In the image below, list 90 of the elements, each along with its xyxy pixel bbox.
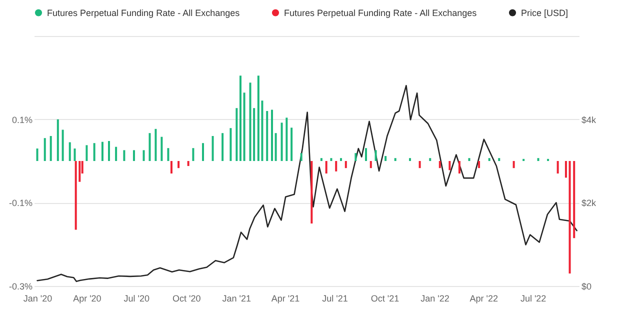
- x-tick-label: Jul '20: [124, 294, 150, 304]
- bar: [74, 161, 77, 230]
- bar: [418, 161, 421, 168]
- bar: [101, 142, 104, 161]
- y2-tick-label: $0: [582, 282, 592, 292]
- bar: [300, 153, 302, 161]
- bar: [154, 128, 157, 161]
- bar: [310, 161, 313, 224]
- bar: [142, 150, 145, 161]
- bar: [115, 146, 118, 161]
- bar: [374, 150, 377, 161]
- legend-label: Futures Perpetual Funding Rate - All Exchanges: [284, 8, 478, 18]
- y2-tick-label: $2k: [582, 198, 597, 208]
- bar: [93, 143, 96, 161]
- bar: [448, 161, 451, 170]
- x-tick-label: Apr '21: [271, 294, 300, 304]
- bar: [280, 122, 283, 161]
- bar: [325, 161, 328, 174]
- bar: [249, 82, 252, 161]
- bar: [148, 133, 151, 161]
- bar: [192, 148, 194, 161]
- bar: [202, 143, 204, 161]
- x-tick-label: Apr '20: [73, 294, 102, 304]
- bar: [108, 141, 110, 161]
- bar: [512, 161, 515, 168]
- bar: [344, 161, 347, 168]
- x-tick-label: Oct '21: [370, 294, 400, 304]
- bar: [167, 148, 170, 161]
- bar: [384, 156, 387, 161]
- bar: [458, 161, 460, 174]
- bar: [86, 145, 88, 161]
- legend-label: Futures Perpetual Funding Rate - All Exchanges: [47, 8, 240, 18]
- bar: [488, 158, 490, 161]
- x-tick-label: Oct '20: [172, 294, 201, 304]
- bar: [230, 128, 232, 161]
- bar: [212, 136, 214, 161]
- x-tick-label: Jul '21: [322, 294, 348, 304]
- x-tick-label: Jan '21: [222, 294, 252, 304]
- x-tick-label: Jul '22: [520, 294, 546, 304]
- bar: [236, 108, 238, 161]
- bar: [330, 158, 332, 161]
- legend-label: Price [USD]: [521, 8, 568, 18]
- bar: [36, 148, 38, 161]
- bar: [222, 133, 224, 161]
- bar: [568, 161, 571, 274]
- bar: [50, 136, 52, 161]
- bar: [44, 138, 46, 161]
- bar: [56, 119, 59, 161]
- bar: [68, 142, 71, 161]
- y2-tick-label: $4k: [582, 114, 597, 125]
- bar: [468, 158, 470, 161]
- y-tick-label: -0.3%: [8, 282, 32, 292]
- line-series: [36, 84, 578, 282]
- bar: [286, 118, 288, 161]
- bar: [409, 158, 412, 161]
- y-tick-label: -0.1%: [8, 198, 32, 208]
- bar: [564, 161, 567, 178]
- bar: [354, 153, 357, 161]
- bar: [178, 161, 180, 168]
- bar: [365, 148, 367, 161]
- bar: [340, 158, 342, 161]
- bar: [170, 161, 172, 174]
- bar: [320, 158, 322, 161]
- bar: [160, 136, 163, 161]
- bar: [74, 148, 76, 161]
- bar: [123, 150, 126, 161]
- x-tick-label: Jan '20: [23, 294, 52, 304]
- bar: [243, 92, 246, 161]
- bar: [498, 158, 500, 161]
- bar: [266, 111, 268, 161]
- bar: [239, 76, 242, 161]
- bar: [290, 128, 293, 161]
- bar: [270, 110, 273, 161]
- bar: [556, 161, 559, 174]
- bar: [573, 161, 576, 238]
- y-tick-label: 0.1%: [12, 114, 32, 125]
- bar: [257, 76, 260, 161]
- bar: [394, 158, 396, 161]
- bar: [187, 161, 190, 166]
- bar: [438, 161, 441, 168]
- bar: [274, 133, 277, 161]
- x-tick-label: Apr '22: [470, 294, 498, 304]
- bar: [62, 130, 64, 161]
- bar: [132, 150, 135, 161]
- x-tick-label: Jan '22: [420, 294, 450, 304]
- bar: [335, 161, 338, 172]
- bar: [429, 158, 432, 161]
- bar: [537, 158, 540, 161]
- bar: [370, 161, 372, 168]
- bar: [478, 161, 480, 168]
